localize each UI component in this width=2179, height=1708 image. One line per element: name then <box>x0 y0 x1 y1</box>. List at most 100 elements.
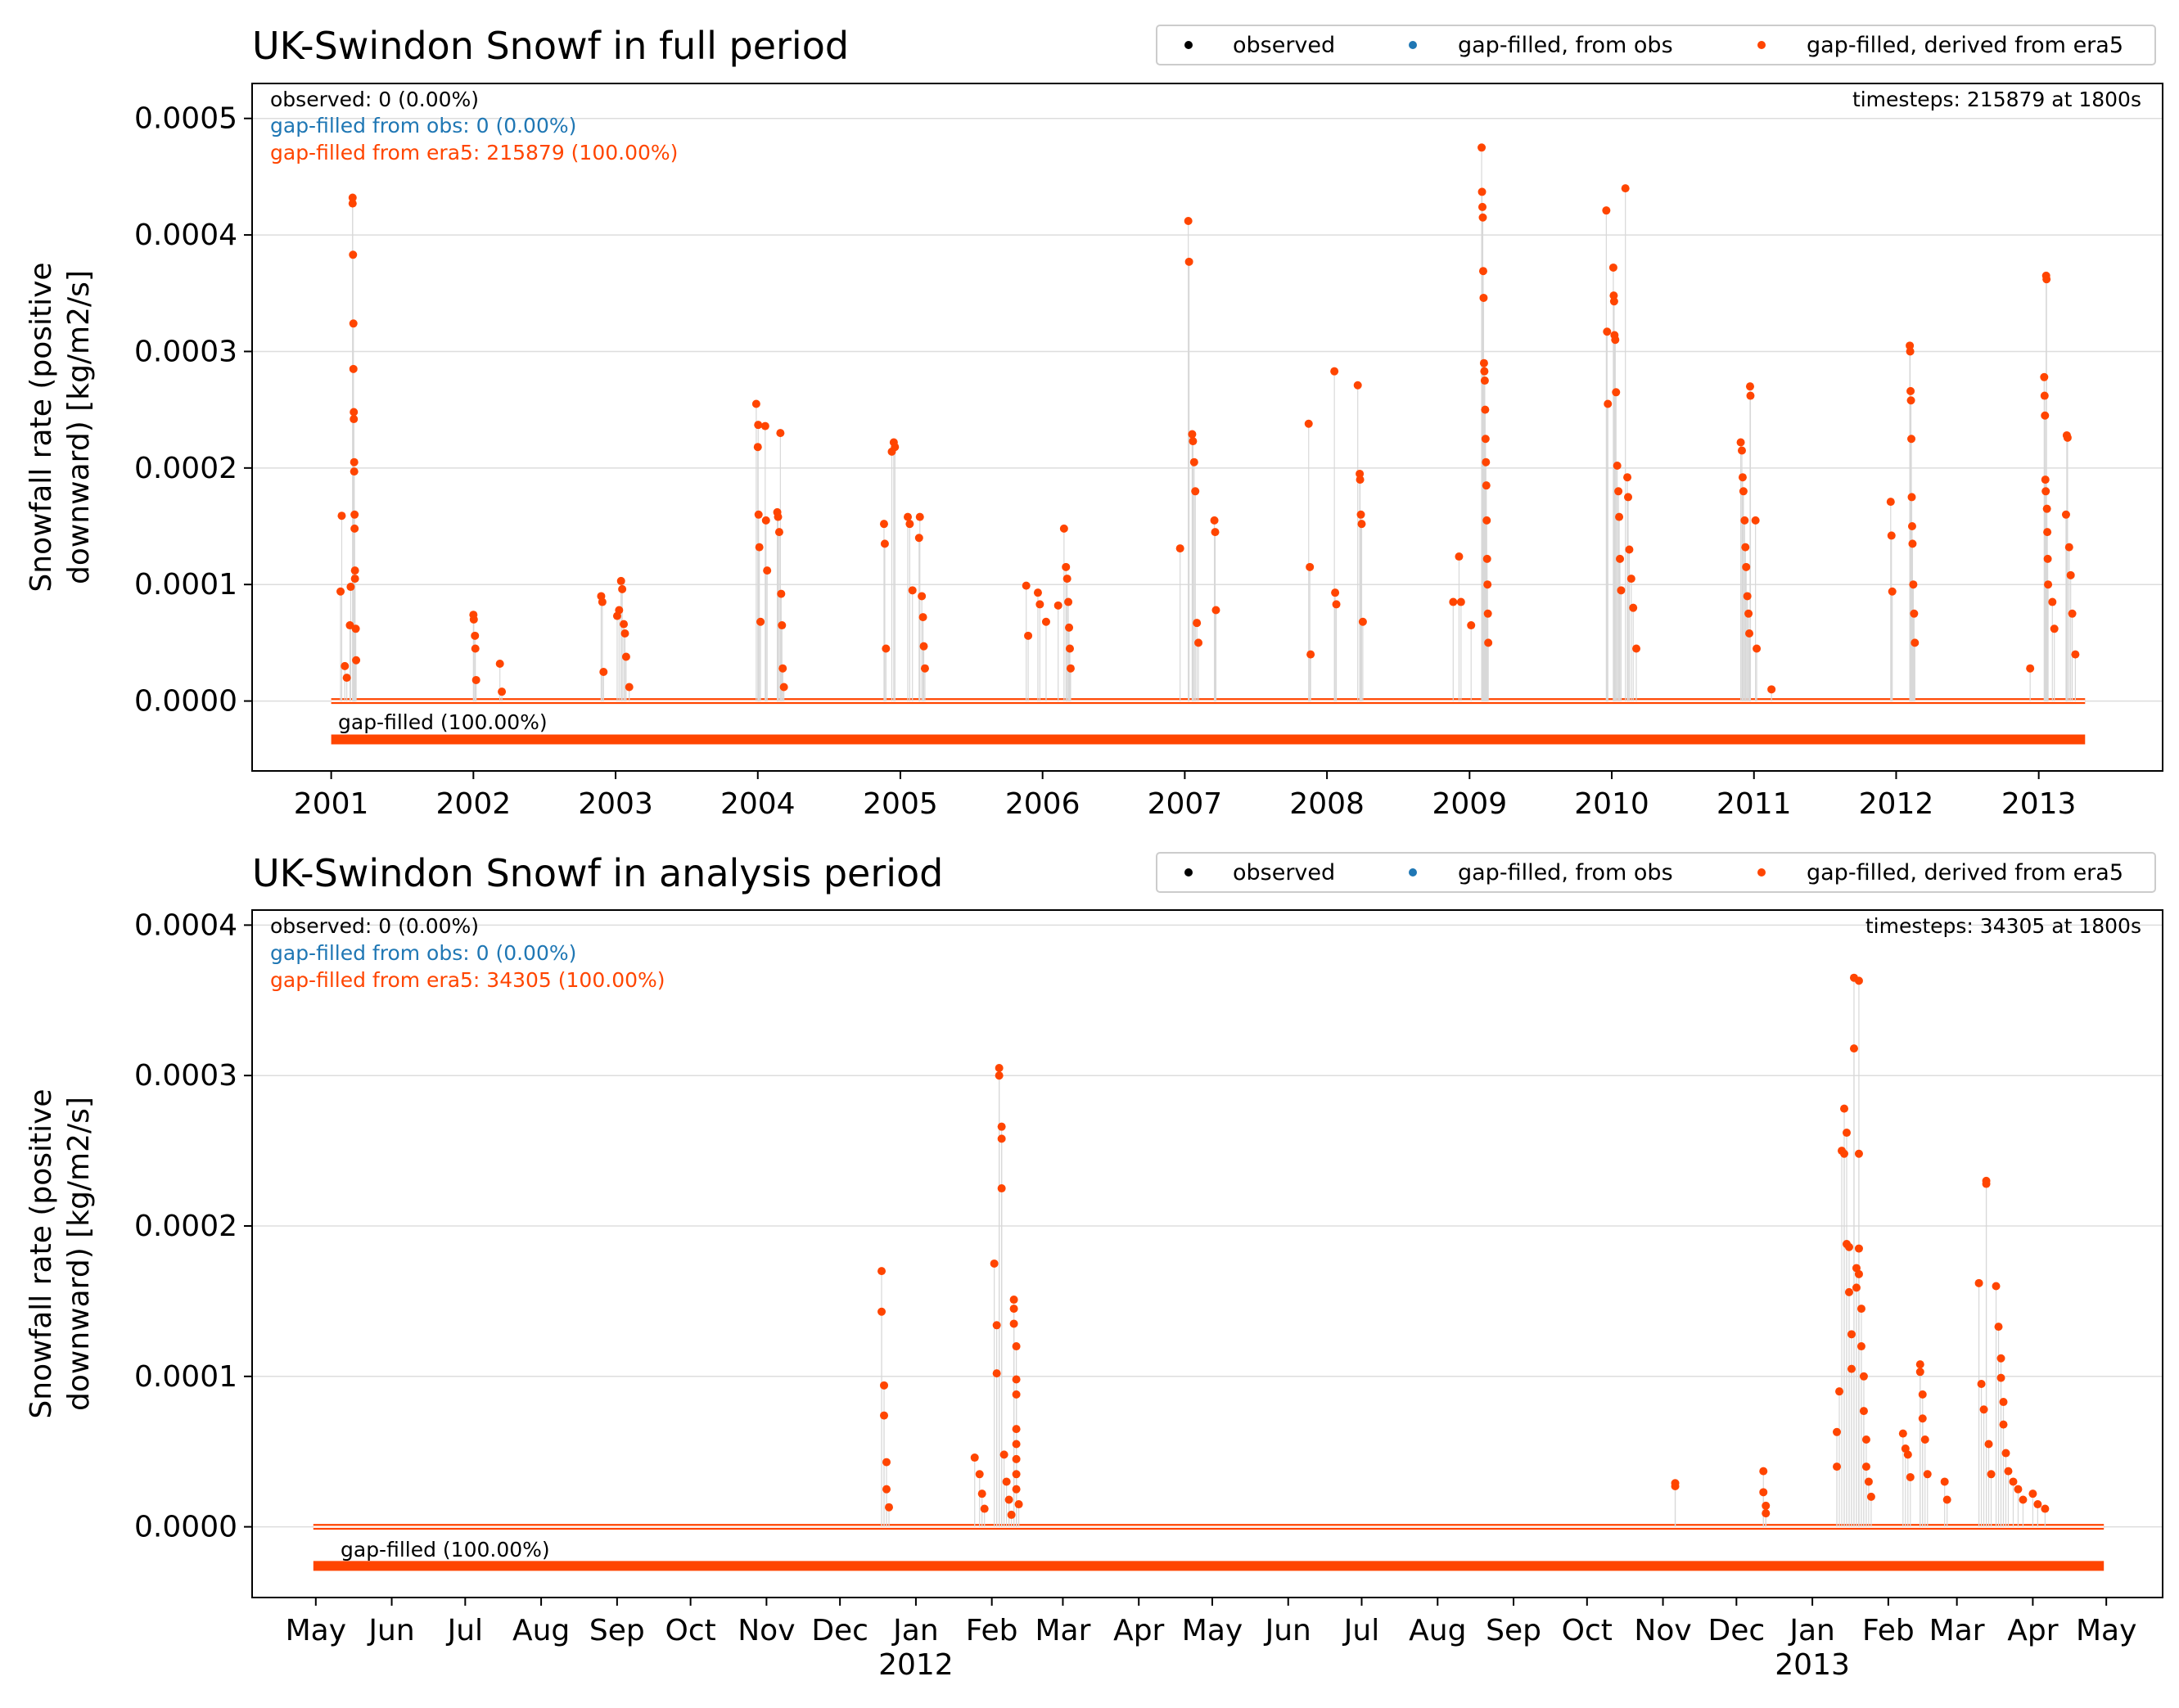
data-point <box>1624 493 1633 502</box>
data-point <box>992 1321 1001 1330</box>
data-point <box>1012 1485 1021 1494</box>
data-point <box>1736 438 1745 447</box>
data-point <box>1833 1462 1842 1471</box>
legend-marker-era5 <box>1757 868 1766 877</box>
data-point <box>1840 1104 1848 1113</box>
data-point <box>1477 143 1487 152</box>
annotation-timesteps: timesteps: 215879 at 1800s <box>1852 88 2141 111</box>
x-tick-label: 2007 <box>1148 787 1223 821</box>
y-tick-label: 0.0002 <box>134 1210 237 1243</box>
data-point <box>349 319 358 328</box>
data-point <box>1671 1481 1680 1490</box>
data-point <box>2041 475 2050 484</box>
data-point <box>755 543 764 552</box>
data-point <box>1743 592 1752 601</box>
data-point <box>1478 213 1487 222</box>
data-point <box>1481 405 1490 414</box>
legend-label-observed: observed <box>1233 860 1335 886</box>
data-point <box>997 1122 1006 1131</box>
data-point <box>1041 617 1050 626</box>
data-point <box>1009 1305 1018 1314</box>
data-point <box>352 656 361 665</box>
data-point <box>1632 644 1641 653</box>
y-tick-label: 0.0002 <box>134 452 237 485</box>
data-point <box>620 629 629 638</box>
data-point <box>754 421 763 430</box>
data-point <box>915 512 924 521</box>
y-axis: 0.0000 0.0001 0.0002 0.0003 0.0004 0.0005 <box>134 102 252 719</box>
data-point <box>1184 257 1193 266</box>
data-point <box>995 1063 1004 1072</box>
data-point <box>1482 516 1491 525</box>
data-point <box>349 364 358 373</box>
data-point <box>498 687 507 696</box>
data-point <box>1996 1354 2005 1363</box>
x-tick-label: Feb <box>966 1614 1018 1647</box>
data-point <box>1012 1375 1021 1384</box>
data-point <box>2041 1504 2050 1513</box>
data-point <box>1602 206 1611 215</box>
data-point <box>2044 580 2053 589</box>
data-point <box>2028 1489 2037 1498</box>
data-point <box>1886 498 1895 507</box>
data-point <box>1906 396 1915 405</box>
data-point <box>1866 1492 1875 1501</box>
data-point <box>2033 1500 2042 1509</box>
data-point <box>1480 367 1489 376</box>
data-point <box>1604 399 1613 408</box>
data-point <box>471 631 480 640</box>
axes-frame <box>251 83 2163 772</box>
data-point <box>1478 202 1487 211</box>
y-tick-label: 0.0004 <box>134 219 237 252</box>
data-point <box>625 683 634 692</box>
data-point <box>1915 1368 1924 1377</box>
x-tick-label: Apr <box>2007 1614 2058 1647</box>
data-point <box>2066 570 2075 579</box>
data-point <box>1012 1470 1021 1479</box>
data-point <box>1847 1330 1856 1339</box>
data-point <box>1184 217 1193 225</box>
x-tick-label: Jan <box>1788 1614 1835 1647</box>
data-point <box>1856 1342 1865 1351</box>
x-tick-label: 2011 <box>1717 787 1792 821</box>
data-point <box>2040 372 2049 381</box>
y-tick-label: 0.0000 <box>134 1511 237 1544</box>
data-point <box>2001 1449 2010 1458</box>
data-point <box>1358 617 1367 626</box>
data-point <box>997 1134 1006 1143</box>
y-axis: 0.0000 0.0001 0.0002 0.0003 0.0004 <box>134 908 252 1544</box>
annotation-gapfilled-era5: gap-filled from era5: 215879 (100.00%) <box>270 141 678 164</box>
data-point <box>1012 1425 1021 1434</box>
data-point <box>1903 1450 1912 1459</box>
data-point <box>1859 1407 1868 1416</box>
data-point <box>1012 1342 1021 1351</box>
y-axis-title-line-2: downward) [kg/m2/s] <box>62 270 96 584</box>
x-tick-label: Oct <box>665 1614 715 1647</box>
data-point <box>1483 580 1492 589</box>
grid-lines <box>252 117 2163 702</box>
legend-marker-observed <box>1184 868 1193 877</box>
data-point <box>616 576 625 585</box>
data-point <box>336 587 345 596</box>
legend: observed gap-filled, from obs gap-filled… <box>1156 852 2156 893</box>
data-point <box>1762 1501 1771 1510</box>
data-point <box>1856 1305 1865 1314</box>
data-point <box>2040 391 2049 400</box>
data-point <box>1210 516 1219 525</box>
data-point <box>1609 297 1618 306</box>
data-point <box>753 443 762 452</box>
data-point <box>1996 1373 2005 1382</box>
data-point <box>1482 554 1491 563</box>
data-point <box>1909 580 1918 589</box>
panel-analysis-period: UK-Swindon Snowf in analysis period obse… <box>25 851 2163 1682</box>
data-point <box>350 408 359 417</box>
data-point <box>350 566 359 575</box>
data-point <box>620 620 629 629</box>
x-axis: May Jun Jul Aug Sep Oct Nov Dec Jan Feb Mar Apr May J… <box>286 1598 2136 1682</box>
data-point <box>999 1450 1008 1459</box>
data-point <box>1979 1405 1988 1414</box>
data-point <box>346 583 355 592</box>
data-point <box>1479 293 1488 302</box>
data-point <box>882 644 891 653</box>
data-point <box>1033 588 1042 597</box>
